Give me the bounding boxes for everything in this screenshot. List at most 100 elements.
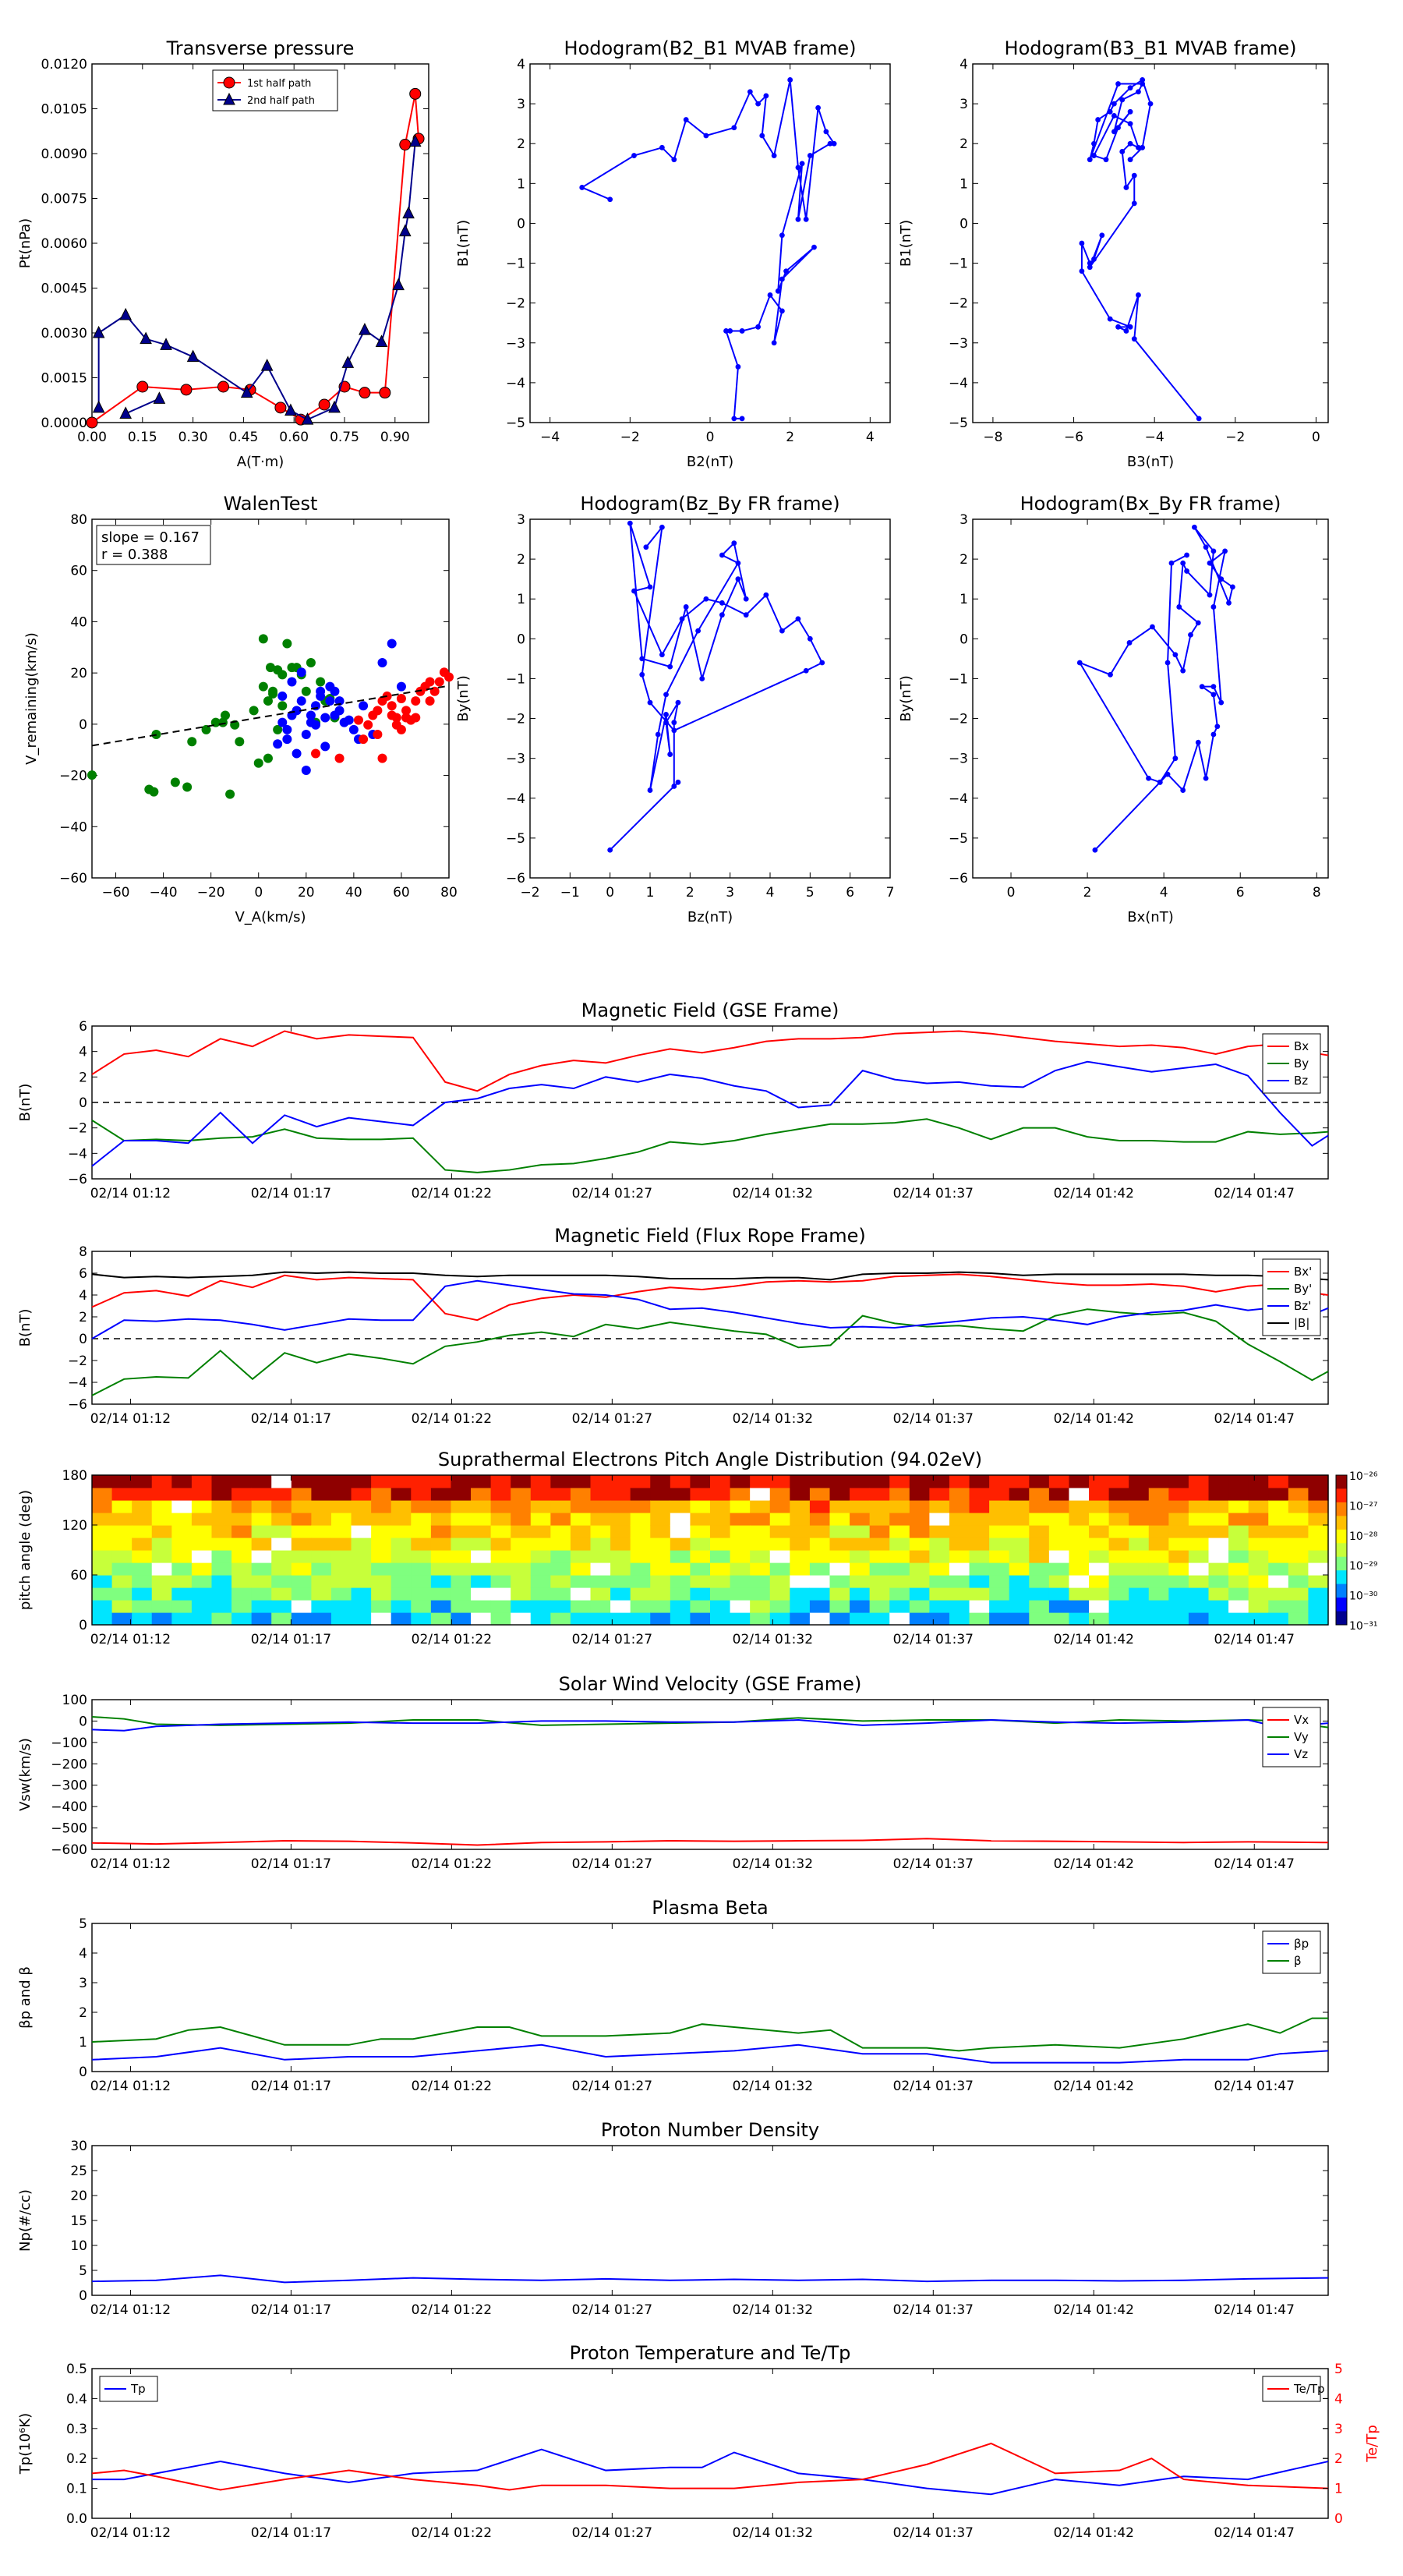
h2-point-dot [1115, 81, 1121, 87]
pad-cell [371, 1475, 392, 1488]
h1-point-dot [779, 232, 785, 239]
pt-point-triangle [398, 224, 412, 237]
pad-cell [1208, 1513, 1229, 1526]
vsw-y-tick-label: −300 [51, 1778, 87, 1794]
pad-cell [570, 1537, 592, 1551]
pad-cell [291, 1513, 312, 1526]
h3-point-dot [655, 731, 661, 738]
pad-cell [1048, 1587, 1070, 1601]
h1-point-dot [759, 133, 765, 139]
fr-legend-label: |B| [1294, 1316, 1309, 1330]
pad-cell [1108, 1612, 1129, 1626]
pad-cell [550, 1537, 571, 1551]
wt-point [444, 672, 454, 682]
h2-y-tick-label: 4 [959, 57, 968, 73]
h3-y-tick-label: −6 [506, 871, 525, 886]
pad-cell [1228, 1587, 1249, 1601]
pt-point-triangle [240, 385, 253, 398]
pad-cell [530, 1513, 551, 1526]
h1-point-dot [779, 276, 785, 282]
pad-cell [191, 1550, 213, 1563]
pad-cell [132, 1587, 153, 1601]
pad-colorbar-label: 10⁻²⁶ [1349, 1470, 1378, 1483]
h4-point-dot [1164, 771, 1171, 777]
h3-x-tick-label: 7 [886, 885, 895, 901]
tp-y-tick-label: 0.1 [66, 2482, 87, 2497]
h4-point-dot [1172, 652, 1179, 658]
tp-y2-tick-label: 2 [1334, 2451, 1343, 2467]
pad-cell [132, 1488, 153, 1501]
h2-point-dot [1127, 108, 1133, 115]
pad-cell [291, 1575, 312, 1588]
pad-cell [271, 1475, 292, 1488]
pad-cell [829, 1587, 850, 1601]
pad-cell [909, 1612, 930, 1626]
pad-cell [231, 1513, 253, 1526]
np-x-tick-label: 02/14 01:37 [893, 2302, 974, 2318]
pad-cell [451, 1525, 472, 1538]
pad-cell [231, 1562, 253, 1576]
h3-point-dot [663, 712, 669, 717]
pad-cell [92, 1525, 113, 1538]
pad-cell [809, 1513, 831, 1526]
pad-cell [511, 1500, 532, 1513]
pad-cell [351, 1513, 372, 1526]
wt-point [258, 634, 268, 644]
pad-cell [111, 1587, 133, 1601]
h2-point-dot [1111, 113, 1117, 119]
tp-axes-frame [91, 2368, 1329, 2519]
h1-y-tick-label: 4 [517, 57, 525, 73]
pt-x-label: A(T·m) [237, 454, 284, 470]
pad-cell [490, 1525, 511, 1538]
pad-cell [271, 1537, 292, 1551]
pt-point-triangle [186, 349, 200, 363]
wt-y-tick-label: −60 [59, 871, 87, 886]
h2-point-dot [1107, 108, 1113, 115]
pt-y-tick-label: 0.0060 [41, 236, 87, 252]
pad-cell [171, 1562, 193, 1576]
pad-cell [1168, 1575, 1189, 1588]
pad-title: Suprathermal Electrons Pitch Angle Distr… [438, 1449, 982, 1470]
pad-cell [430, 1587, 452, 1601]
pad-cell [650, 1587, 671, 1601]
pt-point-triangle [359, 323, 371, 335]
h4-point-dot [1222, 548, 1228, 554]
h4-x-tick-label: 6 [1236, 885, 1245, 901]
pad-colorbar-label: 10⁻³¹ [1349, 1620, 1377, 1633]
h4-point-dot [1176, 604, 1182, 610]
pad-cell [730, 1587, 751, 1601]
vsw-title: Solar Wind Velocity (GSE Frame) [559, 1673, 862, 1695]
pad-cell [1188, 1562, 1210, 1576]
pad-cell [451, 1612, 472, 1626]
h3-y-tick-label: 1 [517, 592, 525, 607]
pad-cell [929, 1562, 950, 1576]
h1-point-dot [735, 364, 741, 370]
pad-cell [1268, 1550, 1289, 1563]
pad-cell [1188, 1525, 1210, 1538]
h3-point-dot [695, 628, 701, 634]
tp-x-tick-label: 02/14 01:17 [251, 2525, 331, 2541]
h2-point-dot [1103, 157, 1109, 163]
pad-cell [111, 1500, 133, 1513]
pad-cell [411, 1612, 432, 1626]
h1-y-tick-label: 2 [517, 136, 525, 152]
pad-cell [111, 1600, 133, 1613]
pt-x-tick-label: 0.00 [77, 430, 107, 445]
h1-point-dot [795, 165, 801, 171]
h1-y-tick-label: −2 [506, 296, 525, 312]
beta-y-tick-label: 0 [79, 2065, 87, 2080]
mf-series-line [91, 1118, 1329, 1173]
pad-cell [949, 1612, 970, 1626]
fr-y-tick-label: 4 [79, 1288, 87, 1304]
beta-x-tick-label: 02/14 01:17 [251, 2079, 331, 2094]
pad-cell [850, 1513, 871, 1526]
pad-cell [750, 1600, 771, 1613]
pad-cell [430, 1575, 452, 1588]
h4-point-dot [1164, 660, 1171, 666]
pad-cell [929, 1537, 950, 1551]
pt-point-circle [274, 402, 287, 414]
vsw-y-tick-label: 100 [62, 1693, 87, 1708]
pad-cell [231, 1612, 253, 1626]
pad-cell [490, 1537, 511, 1551]
pad-cell [430, 1562, 452, 1576]
